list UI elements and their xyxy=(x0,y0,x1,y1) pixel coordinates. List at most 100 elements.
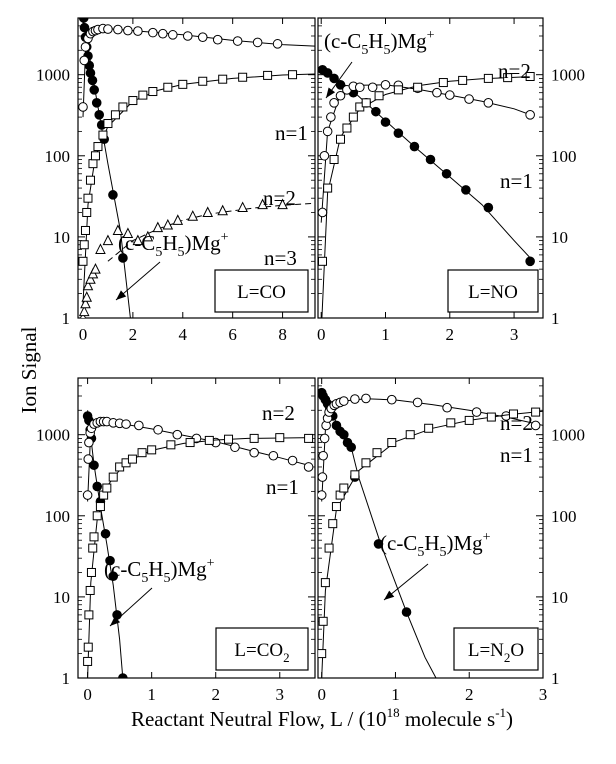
data-point-n-2 xyxy=(86,567,96,577)
plot-area xyxy=(318,387,543,678)
data-point-n-1 xyxy=(230,442,240,453)
data-point-n-2 xyxy=(166,440,176,450)
data-point--c-c5h5-mg- xyxy=(118,673,128,678)
series-line--c-c5h5-mg- xyxy=(320,66,534,262)
y-tick-label: 100 xyxy=(551,147,577,166)
data-point-n-1 xyxy=(133,26,143,36)
panels: 0 2 4 6 81101001000L=COn=1n=2n=3(c-C5H5)Mg+0… xyxy=(36,17,585,704)
x-axis-title: Reactant Neutral Flow, L / (1018 molecul… xyxy=(131,705,513,731)
data-point-n-1 xyxy=(80,42,91,52)
data-point-n-2 xyxy=(178,79,188,89)
y-tick-label: 1000 xyxy=(551,66,585,85)
y-tick-label: 100 xyxy=(45,147,71,166)
data-point-n-2 xyxy=(464,415,474,425)
data-point-n-1 xyxy=(148,27,158,38)
data-point-n-2 xyxy=(83,656,93,666)
data-point--c-c5h5-mg- xyxy=(483,202,494,213)
data-point-n-2 xyxy=(531,407,541,417)
label-box xyxy=(453,627,539,671)
x-tick-label: 1 xyxy=(391,685,400,704)
data-point--c-c5h5-mg- xyxy=(78,18,89,23)
data-point-n-2 xyxy=(446,418,456,428)
annotation-label: (c-C5H5)Mg+ xyxy=(380,530,491,560)
data-point--c-c5h5-mg- xyxy=(89,85,100,95)
data-point-n-1 xyxy=(329,98,339,108)
data-point-n-1 xyxy=(172,429,183,440)
data-point-n-1 xyxy=(354,82,365,93)
data-point-n-2 xyxy=(525,71,535,81)
y-tick-label: 1 xyxy=(62,309,71,328)
data-point-n-2 xyxy=(393,85,403,95)
data-point-n-2 xyxy=(85,585,95,595)
data-point-n-2 xyxy=(80,225,90,235)
data-point-n-1 xyxy=(318,472,328,482)
x-tick-label: 2 xyxy=(465,685,474,704)
plot-area xyxy=(78,18,315,318)
label-box-text: L=NO xyxy=(468,282,518,303)
x-tick-label: 2 xyxy=(211,685,220,704)
data-point-n-2 xyxy=(85,175,95,185)
data-point-n-2 xyxy=(288,70,298,80)
x-tick-label: 2 xyxy=(446,325,455,344)
data-point-n-3 xyxy=(237,201,248,213)
data-point-n-1 xyxy=(319,433,330,444)
y-tick-label: 1000 xyxy=(36,426,70,445)
data-point-n-2 xyxy=(83,193,93,203)
data-point-n-2 xyxy=(147,445,157,455)
series-line-n-2 xyxy=(321,76,534,318)
data-point-n-2 xyxy=(249,433,259,443)
x-axis-title-exp2: -1 xyxy=(495,705,506,720)
data-point-n-1 xyxy=(303,462,314,472)
annotation-arrowhead xyxy=(116,290,127,300)
x-tick-label: 1 xyxy=(381,325,390,344)
data-point-n-1 xyxy=(268,450,279,461)
data-point--c-c5h5-mg- xyxy=(441,168,452,179)
data-point-n-1 xyxy=(471,407,482,417)
annotation-part: )Mg xyxy=(447,531,484,555)
data-point-n-1 xyxy=(168,30,178,40)
annotation-label: n=2 xyxy=(500,411,533,435)
data-point--c-c5h5-mg- xyxy=(346,442,356,453)
data-point-n-1 xyxy=(84,437,94,448)
label-box-text-part: L=CO xyxy=(234,640,283,661)
x-tick-label: 6 xyxy=(228,325,237,344)
data-point-n-2 xyxy=(238,72,248,82)
label-box-text: L=CO xyxy=(237,282,286,303)
data-point-n-2 xyxy=(218,74,228,84)
data-point-n-3 xyxy=(257,198,268,210)
data-point-n-2 xyxy=(372,448,382,458)
annotation-label: n=2 xyxy=(262,401,295,425)
data-point-n-2 xyxy=(79,240,89,250)
annotation-label: n=1 xyxy=(500,169,533,193)
annotation-part: + xyxy=(483,530,491,545)
data-point-n-2 xyxy=(92,511,102,521)
y-tick-label: 1000 xyxy=(551,426,585,445)
y-tick-label: 10 xyxy=(551,588,568,607)
y-tick-label: 1 xyxy=(62,669,71,688)
label-box-text-part: 2 xyxy=(283,650,290,665)
data-point--c-c5h5-mg- xyxy=(108,571,119,581)
y-tick-label: 10 xyxy=(53,228,70,247)
label-box-text-part: 2 xyxy=(504,650,511,665)
data-point-n-2 xyxy=(350,470,360,480)
label-box xyxy=(215,627,309,671)
data-point-n-2 xyxy=(224,434,234,444)
annotation-label: n=2 xyxy=(498,59,531,83)
annotation-arrowhead xyxy=(326,87,336,98)
y-tick-label: 10 xyxy=(551,228,568,247)
x-tick-label: 3 xyxy=(539,685,548,704)
data-point-n-1 xyxy=(530,420,541,431)
data-point-n-2 xyxy=(138,90,148,100)
data-point-n-3 xyxy=(162,218,174,230)
data-point-n-1 xyxy=(361,393,371,404)
label-box xyxy=(447,269,539,313)
annotation-label: n=3 xyxy=(264,246,297,270)
data-point-n-2 xyxy=(329,155,339,165)
annotation-part: 5 xyxy=(417,545,424,560)
data-point-n-1 xyxy=(318,207,328,218)
y-tick-label: 100 xyxy=(551,507,577,526)
data-point-n-2 xyxy=(204,435,214,445)
data-point-n-1 xyxy=(322,126,333,137)
annotation-part: 5 xyxy=(361,43,368,58)
